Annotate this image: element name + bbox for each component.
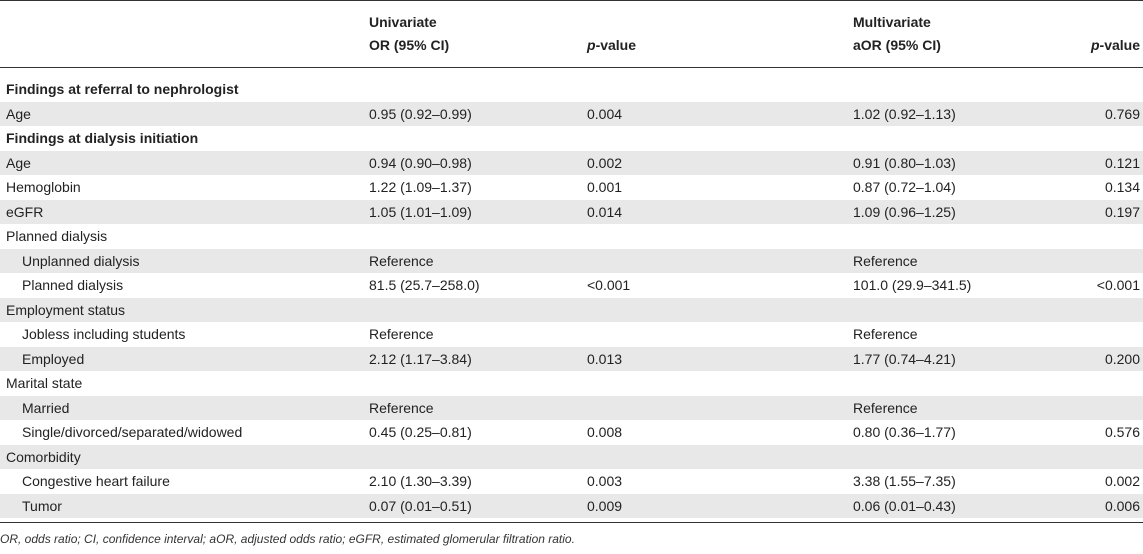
- or-ci-cell: 2.12 (1.17–3.84): [369, 350, 472, 367]
- table-row: Planned dialysis: [0, 224, 1143, 248]
- table-row: Hemoglobin 1.22 (1.09–1.37) 0.001 0.87 (0.7…: [0, 175, 1143, 199]
- table-row: Marital state: [0, 371, 1143, 395]
- p-italic: p: [587, 37, 596, 53]
- header-p-value-univariate: p-value: [587, 34, 636, 56]
- p-value-multivariate-cell: <0.001: [1096, 277, 1140, 293]
- table-row: Congestive heart failure 2.10 (1.30–3.39)…: [0, 469, 1143, 493]
- header-aor-ci: aOR (95% CI): [853, 37, 941, 53]
- aor-ci-cell: 3.38 (1.55–7.35): [853, 473, 956, 489]
- aor-ci-cell: Reference: [853, 252, 918, 269]
- table-row: Tumor 0.07 (0.01–0.51) 0.009 0.06 (0.01–0.4…: [0, 493, 1143, 518]
- row-label: Unplanned dialysis: [22, 252, 140, 269]
- row-label: Planned dialysis: [6, 228, 108, 244]
- table-footnote: OR, odds ratio; CI, confidence interval;…: [0, 532, 575, 546]
- aor-ci-cell: 1.09 (0.96–1.25): [853, 203, 956, 220]
- aor-ci-cell: 0.91 (0.80–1.03): [853, 154, 956, 171]
- row-label: Hemoglobin: [6, 179, 81, 195]
- row-label: Single/divorced/separated/widowed: [22, 424, 243, 440]
- table-row: eGFR 1.05 (1.01–1.09) 0.014 1.09 (0.96–1.25…: [0, 199, 1143, 224]
- aor-ci-cell: 1.02 (0.92–1.13): [853, 105, 956, 122]
- row-label: Employed: [22, 350, 85, 367]
- aor-ci-cell: Reference: [853, 399, 918, 416]
- table-row: Age 0.95 (0.92–0.99) 0.004 1.02 (0.92–1.13)…: [0, 101, 1143, 126]
- p-value-multivariate-cell: 0.769: [1104, 105, 1140, 122]
- p-value-univariate-cell: 0.014: [587, 203, 623, 220]
- p-value-univariate-cell: 0.003: [587, 473, 623, 489]
- aor-ci-cell: 101.0 (29.9–341.5): [853, 277, 972, 293]
- p-value-univariate-cell: 0.004: [587, 105, 623, 122]
- row-label: Employment status: [6, 301, 126, 318]
- aor-ci-cell: 0.80 (0.36–1.77): [853, 424, 956, 440]
- row-label: Planned dialysis: [22, 277, 124, 293]
- aor-ci-cell: 0.06 (0.01–0.43): [853, 497, 956, 514]
- p-value-multivariate-cell: 0.200: [1104, 350, 1140, 367]
- section-label: Findings at referral to nephrologist: [6, 81, 239, 97]
- or-ci-cell: Reference: [369, 326, 434, 342]
- or-ci-cell: 2.10 (1.30–3.39): [369, 473, 472, 489]
- header-rule: [0, 67, 1143, 68]
- section-header-row: Findings at referral to nephrologist: [0, 77, 1143, 101]
- p-value-multivariate-cell: 0.121: [1104, 154, 1140, 171]
- section-header-row: Findings at dialysis initiation: [0, 126, 1143, 150]
- p-value-multivariate-cell: 0.006: [1104, 497, 1140, 514]
- bottom-rule: [0, 522, 1143, 523]
- table-row: Planned dialysis 81.5 (25.7–258.0) <0.001 1…: [0, 273, 1143, 297]
- table-row: Employed 2.12 (1.17–3.84) 0.013 1.77 (0.74–…: [0, 346, 1143, 371]
- p-italic: p: [1090, 37, 1100, 53]
- table-row: Comorbidity: [0, 444, 1143, 469]
- or-ci-cell: 1.22 (1.09–1.37): [369, 179, 472, 195]
- p-value-univariate-cell: 0.008: [587, 424, 623, 440]
- p-value-univariate-cell: 0.013: [587, 350, 623, 367]
- row-label: eGFR: [6, 203, 44, 220]
- or-ci-cell: 0.94 (0.90–0.98): [369, 154, 472, 171]
- p-value-multivariate-cell: 0.197: [1104, 203, 1140, 220]
- p-value-univariate-cell: 0.002: [587, 154, 623, 171]
- header-univariate: Univariate: [369, 14, 437, 30]
- p-value-multivariate-cell: 0.134: [1104, 179, 1140, 195]
- p-suffix: -value: [595, 37, 637, 53]
- or-ci-cell: Reference: [369, 399, 434, 416]
- or-ci-cell: 0.07 (0.01–0.51): [369, 497, 472, 514]
- row-label: Congestive heart failure: [22, 473, 170, 489]
- or-ci-cell: 81.5 (25.7–258.0): [369, 277, 480, 293]
- row-label: Jobless including students: [22, 326, 186, 342]
- top-rule: [0, 0, 1143, 1]
- or-ci-cell: 1.05 (1.01–1.09): [369, 203, 472, 220]
- row-label: Tumor: [22, 497, 62, 514]
- or-ci-cell: Reference: [369, 252, 434, 269]
- row-label: Comorbidity: [6, 448, 81, 465]
- aor-ci-cell: 0.87 (0.72–1.04): [853, 179, 956, 195]
- p-value-multivariate-cell: 0.576: [1104, 424, 1140, 440]
- table-row: Employment status: [0, 297, 1143, 322]
- table-row: Jobless including students Reference Refer…: [0, 322, 1143, 346]
- row-label: Age: [6, 154, 31, 171]
- row-label: Age: [6, 105, 31, 122]
- row-label: Married: [22, 399, 70, 416]
- table-header: Univariate OR (95% CI) p-value Multivari…: [0, 4, 1143, 64]
- p-value-univariate-cell: <0.001: [587, 277, 631, 293]
- table-row: Married Reference Reference: [0, 395, 1143, 420]
- table-row: Unplanned dialysis Reference Reference: [0, 248, 1143, 273]
- or-ci-cell: 0.45 (0.25–0.81): [369, 424, 472, 440]
- section-label: Findings at dialysis initiation: [6, 130, 199, 146]
- p-value-univariate-cell: 0.009: [587, 497, 623, 514]
- aor-ci-cell: Reference: [853, 326, 918, 342]
- row-label: Marital state: [6, 375, 83, 391]
- header-multivariate: Multivariate: [853, 14, 931, 30]
- header-or-ci: OR (95% CI): [369, 37, 450, 53]
- header-p-value-multivariate: p-value: [1091, 34, 1140, 56]
- table-row: Single/divorced/separated/widowed 0.45 (0…: [0, 420, 1143, 444]
- p-value-multivariate-cell: 0.002: [1104, 473, 1140, 489]
- or-ci-cell: 0.95 (0.92–0.99): [369, 105, 472, 122]
- table-row: Age 0.94 (0.90–0.98) 0.002 0.91 (0.80–1.03)…: [0, 150, 1143, 175]
- p-suffix: -value: [1099, 37, 1140, 53]
- aor-ci-cell: 1.77 (0.74–4.21): [853, 350, 956, 367]
- p-value-univariate-cell: 0.001: [587, 179, 623, 195]
